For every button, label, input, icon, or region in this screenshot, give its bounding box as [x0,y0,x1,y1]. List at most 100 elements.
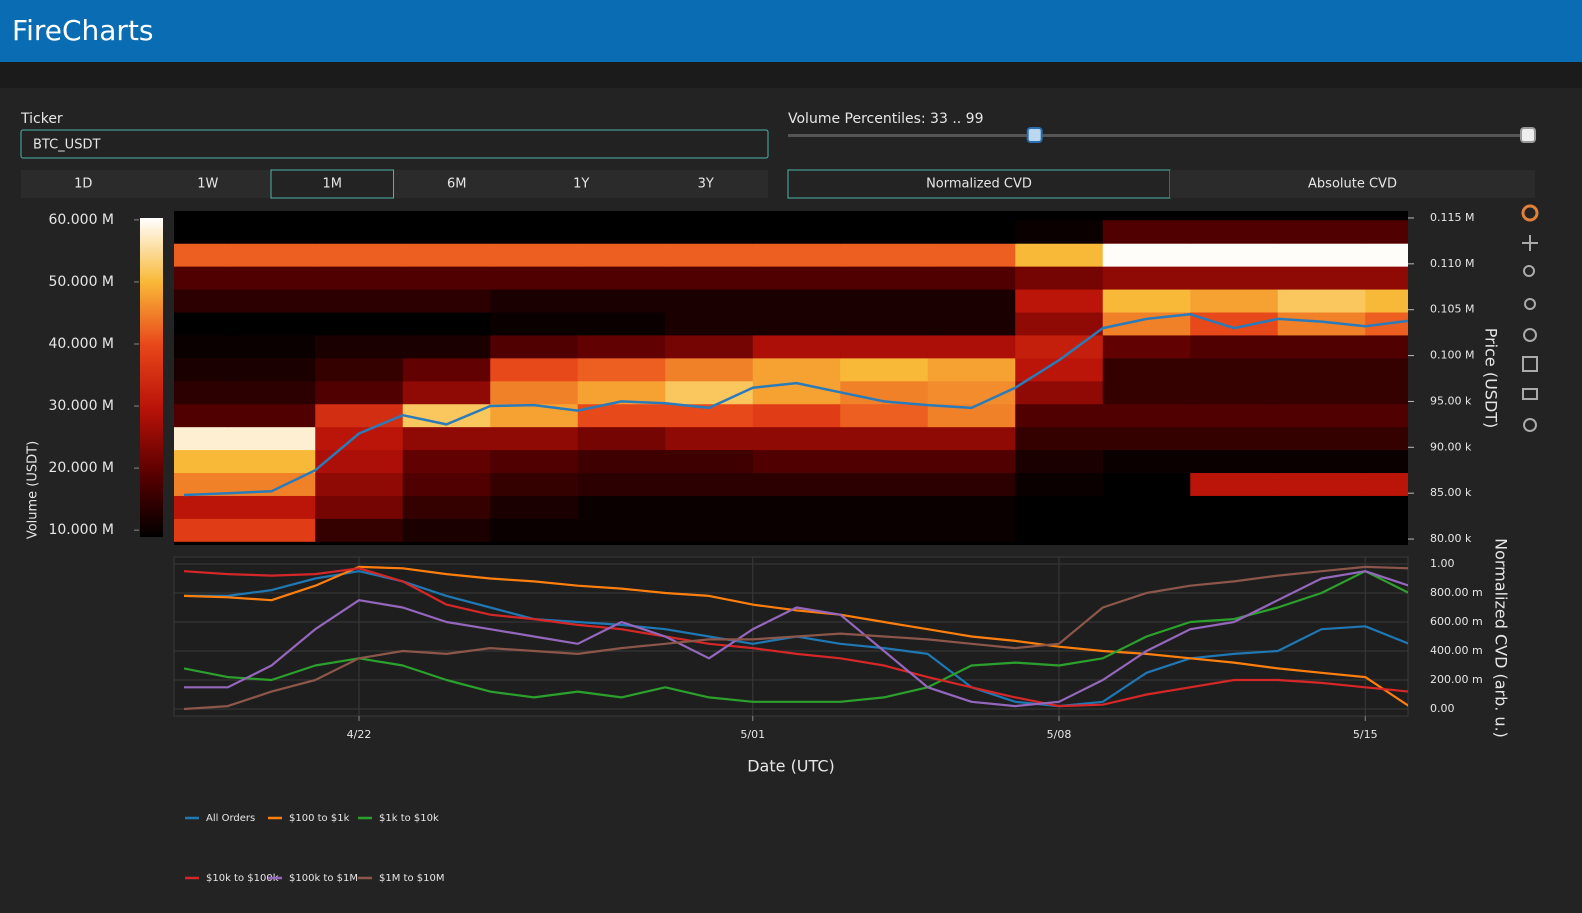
heatmap-cell [227,311,316,336]
pan-icon[interactable] [1522,235,1538,251]
heatmap-cell [402,311,491,336]
heatmap-cell [665,472,754,496]
y-tick-label: 90.00 k [1430,440,1472,453]
legend-label[interactable]: $10k to $100k [206,873,279,884]
heatmap-cell [1015,334,1104,359]
timeframe-button[interactable] [644,170,768,198]
timeframe-button[interactable] [22,170,145,198]
heatmap-cell [1190,243,1279,267]
reset-icon[interactable] [1523,328,1537,342]
heatmap-cell [1102,495,1191,519]
heatmap-cell [227,449,316,474]
heatmap-cell [665,220,754,244]
heatmap-cell [1365,495,1408,519]
heatmap-cell [490,220,579,244]
select-icon[interactable] [1524,298,1536,310]
legend-label[interactable]: $100 to $1k [289,813,350,824]
heatmap-cell [927,289,1016,313]
cvd-mode-button[interactable] [787,169,1171,199]
heatmap-cell [840,334,929,359]
heatmap-cell [1015,403,1104,428]
heatmap-cell [752,357,841,382]
x-tick-label: 4/22 [347,728,372,741]
heatmap-cell [490,311,579,336]
heatmap-cell [174,266,229,290]
slider-handle[interactable] [1026,127,1043,143]
legend-label[interactable]: $1M to $10M [379,873,444,884]
heatmap-cell [840,449,929,474]
cvd-mode-button[interactable] [1170,170,1535,198]
top-band [0,62,1582,88]
heatmap-cell [490,472,579,496]
heatmap-cell [315,380,404,405]
spike-icon[interactable] [1523,418,1537,432]
heatmap-cell [490,518,579,542]
heatmap-cell [1365,518,1408,542]
price-line [183,313,1408,497]
heatmap-cell [1015,472,1104,496]
heatmap-cell [752,449,841,474]
timeframe-bar [21,170,768,198]
y-tick-label: 800.00 m [1430,586,1483,599]
heatmap-cell [1190,449,1279,474]
legend-label[interactable]: All Orders [206,813,255,824]
heatmap-cell [402,426,491,451]
timeframe-button[interactable] [270,169,394,199]
ticker-input[interactable] [20,129,769,159]
heatmap-cell [927,403,1016,428]
heatmap-cell [227,266,316,290]
y-tick-label: 95.00 k [1430,394,1472,407]
heatmap-cell [490,426,579,451]
heatmap-cell [1015,380,1104,405]
heatmap-cell [490,289,579,313]
heatmap-cell [840,472,929,496]
heatmap-cell [577,266,666,290]
heatmap-cell [174,403,229,428]
cvd-mode-label: Normalized CVD [926,177,1032,192]
heatmap-cell [1277,311,1366,336]
zoom-icon[interactable] [1523,265,1535,277]
heatmap-cell [1277,518,1366,542]
heatmap-cell [402,518,491,542]
ticker-value: BTC_USDT [33,138,100,153]
legend-label[interactable]: $100k to $1M [289,873,358,884]
colorbar-title: Volume (USDT) [26,441,41,539]
heatmap-cell [752,266,841,290]
app-title: FireCharts [12,14,154,47]
heatmap-cell [174,449,229,474]
heatmap-cell [1015,289,1104,313]
heatmap-cell [315,266,404,290]
heatmap-cell [174,357,229,382]
heatmap-cell [1190,220,1279,244]
timeframe-button[interactable] [395,170,519,198]
y-tick-label: 0.00 [1430,702,1455,715]
heatmap-cell [665,518,754,542]
legend-label[interactable]: $1k to $10k [379,813,439,824]
heatmap-cell [1102,449,1191,474]
heatmap-cell [840,495,929,519]
heatmap-cell [315,357,404,382]
heatmap-cell [402,243,491,267]
heatmap-cell [315,518,404,542]
heatmap-cell [227,403,316,428]
heatmap-cell [402,449,491,474]
timeframe-button[interactable] [520,170,643,198]
heatmap-cell [402,334,491,359]
save-icon[interactable] [1522,356,1538,372]
heatmap-cell [1102,334,1191,359]
heatmap-cell [1190,311,1279,336]
heatmap-cell [752,426,841,451]
heatmap-cell [1365,220,1408,244]
logo-icon[interactable] [1521,204,1539,222]
hover-icon[interactable] [1522,388,1538,400]
colorbar-tick-label: 20.000 M [48,460,114,476]
heatmap-cell [840,380,929,405]
timeframe-button[interactable] [146,170,270,198]
heatmap-cell [1365,426,1408,451]
heatmap-cell [227,220,316,244]
heatmap-cell [577,220,666,244]
slider-handle[interactable] [1520,127,1536,143]
heatmap-cell [1190,334,1279,359]
x-tick-label: 5/08 [1047,728,1072,741]
heatmap-cell [840,518,929,542]
